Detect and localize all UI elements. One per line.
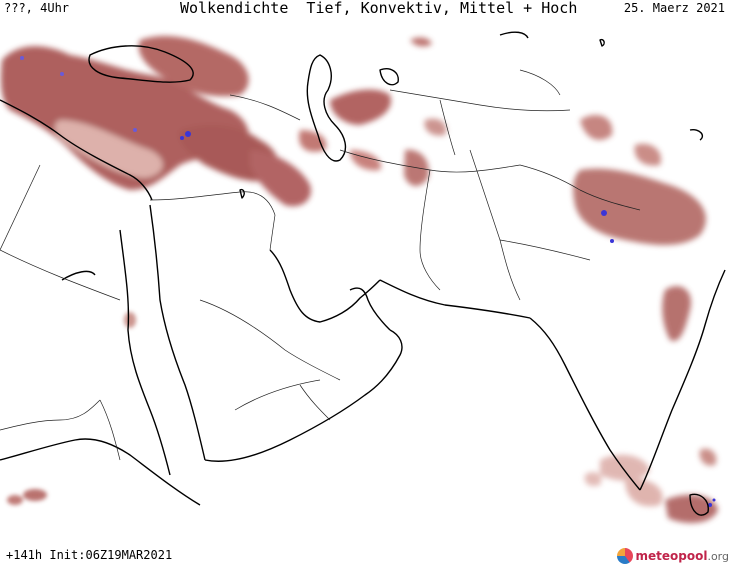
convective-cells [20, 56, 716, 507]
country-borders [0, 69, 641, 461]
coastlines [0, 31, 726, 516]
black-sea [88, 45, 194, 83]
weather-map [0, 31, 726, 523]
cloud-mass-tibet [573, 168, 706, 245]
india-west-coast [529, 317, 641, 491]
caspian-sea [306, 54, 347, 162]
forecast-date: 25. Maerz 2021 [623, 1, 725, 15]
india-east-coast [639, 269, 726, 491]
persian-gulf [269, 249, 381, 323]
run-info: +141h Init:06Z19MAR2021 [6, 548, 173, 562]
cloud-layer [0, 35, 718, 523]
arabia-west-coast [149, 204, 206, 461]
brand-name: meteopool [635, 549, 708, 563]
cloud-mass-turkey [0, 46, 249, 190]
cloud-mass-sri-lanka [665, 494, 718, 523]
brand-tld: .org [707, 549, 729, 563]
brand-logo-group[interactable]: meteopool .org [616, 548, 729, 564]
meteopool-logo-icon [616, 548, 633, 564]
arabia-south-coast [204, 329, 403, 462]
map-title: Wolkendichte Tief, Konvektiv, Mittel + H… [180, 0, 578, 17]
red-sea-west-coast [119, 229, 171, 476]
region-label: ???, 4Uhr [4, 1, 70, 15]
